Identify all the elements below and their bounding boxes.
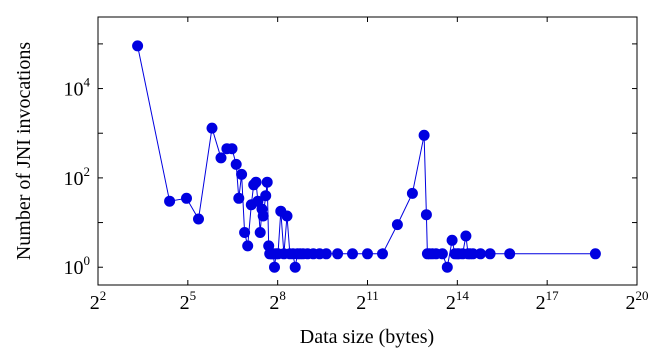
data-point: [347, 248, 358, 260]
x-tick-label: 214: [446, 288, 470, 314]
data-point: [420, 209, 432, 221]
plot-area: [132, 40, 601, 273]
data-point: [233, 192, 245, 204]
data-point: [132, 40, 144, 52]
data-point: [281, 210, 293, 222]
data-point: [589, 248, 601, 260]
data-point: [230, 158, 242, 170]
data-point: [436, 248, 448, 260]
data-point: [418, 129, 430, 141]
data-point: [215, 152, 227, 164]
data-point: [261, 176, 273, 188]
x-tick-label: 28: [269, 288, 286, 314]
x-tick-label-exponent: 14: [456, 288, 470, 303]
data-point: [236, 168, 248, 180]
x-tick-label-base: 2: [446, 292, 456, 314]
x-tick-label-base: 2: [90, 292, 100, 314]
x-axis-title: Data size (bytes): [300, 326, 434, 348]
data-point: [289, 261, 301, 273]
data-point: [226, 143, 238, 155]
y-tick-label-base: 10: [64, 257, 84, 279]
data-point: [260, 190, 272, 202]
series-line: [137, 45, 596, 270]
data-point: [460, 230, 472, 242]
y-tick-label: 100: [64, 253, 91, 279]
x-tick-label: 217: [536, 288, 560, 314]
x-tick-label-exponent: 8: [279, 288, 286, 303]
y-tick-label: 102: [64, 164, 91, 190]
x-tick-label-base: 2: [536, 292, 546, 314]
x-tick-label: 220: [626, 288, 649, 314]
data-point: [377, 248, 388, 260]
x-tick-label-exponent: 2: [100, 288, 107, 303]
plot-frame: [97, 16, 638, 286]
data-point: [446, 234, 458, 246]
data-point: [193, 213, 204, 225]
y-axis-title: Number of JNI invocations: [13, 42, 35, 261]
data-point: [441, 261, 453, 273]
data-point: [504, 248, 516, 260]
data-point: [332, 248, 344, 260]
data-point: [362, 248, 373, 260]
x-tick-label-base: 2: [269, 292, 279, 314]
y-tick-label-base: 10: [64, 79, 84, 101]
data-point: [475, 248, 486, 260]
y-tick-label-exponent: 4: [84, 75, 91, 90]
y-tick-label-exponent: 0: [84, 253, 91, 268]
data-point: [257, 210, 269, 222]
data-point: [269, 261, 280, 273]
data-point: [484, 248, 496, 260]
data-point: [242, 240, 254, 252]
data-point: [406, 187, 418, 199]
x-tick-label: 211: [356, 288, 379, 314]
x-tick-label-base: 2: [180, 292, 190, 314]
y-tick-label: 104: [64, 75, 91, 101]
data-point: [250, 176, 262, 188]
data-point: [254, 227, 266, 238]
data-point: [206, 122, 218, 134]
data-point: [391, 219, 403, 231]
x-tick-label: 22: [90, 288, 107, 314]
y-tick-label-base: 10: [64, 168, 84, 190]
x-tick-label-base: 2: [356, 292, 366, 314]
data-point: [164, 195, 176, 207]
x-tick-label-exponent: 11: [366, 288, 379, 303]
x-tick-label-exponent: 5: [190, 288, 197, 303]
data-point: [320, 248, 332, 260]
data-point: [239, 227, 251, 238]
x-tick-label-base: 2: [626, 292, 636, 314]
x-tick-label-exponent: 17: [546, 288, 560, 303]
x-tick-label: 25: [180, 288, 197, 314]
x-tick-label-exponent: 20: [636, 288, 649, 303]
data-point: [181, 192, 192, 204]
y-tick-label-exponent: 2: [84, 164, 91, 179]
